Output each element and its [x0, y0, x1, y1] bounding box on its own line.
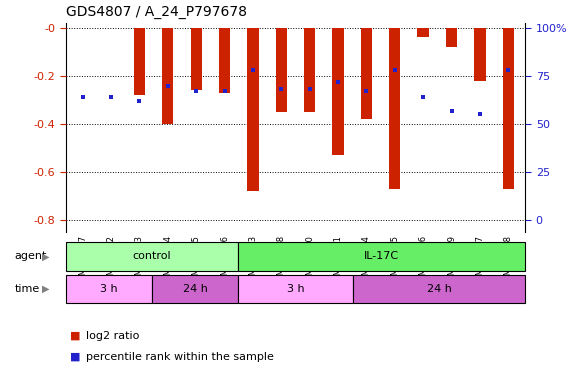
FancyBboxPatch shape — [353, 275, 525, 303]
Text: ▶: ▶ — [42, 284, 49, 294]
Bar — [276, 28, 287, 112]
Bar — [417, 28, 429, 38]
Text: IL-17C: IL-17C — [364, 251, 399, 262]
Text: GDS4807 / A_24_P797678: GDS4807 / A_24_P797678 — [66, 5, 247, 19]
Bar — [502, 28, 514, 189]
FancyBboxPatch shape — [238, 275, 353, 303]
Bar — [134, 28, 145, 95]
Bar — [304, 28, 315, 112]
Text: 24 h: 24 h — [427, 284, 452, 294]
Text: ■: ■ — [70, 331, 81, 341]
Text: agent: agent — [14, 251, 47, 262]
FancyBboxPatch shape — [66, 275, 152, 303]
Bar — [446, 28, 457, 47]
Bar — [247, 28, 259, 192]
Text: log2 ratio: log2 ratio — [86, 331, 139, 341]
Bar — [162, 28, 174, 124]
Bar — [361, 28, 372, 119]
Bar — [191, 28, 202, 90]
Text: 3 h: 3 h — [100, 284, 118, 294]
Text: ■: ■ — [70, 352, 81, 362]
Bar — [332, 28, 344, 156]
Text: time: time — [14, 284, 39, 294]
Text: percentile rank within the sample: percentile rank within the sample — [86, 352, 274, 362]
FancyBboxPatch shape — [66, 242, 238, 271]
FancyBboxPatch shape — [152, 275, 238, 303]
Bar — [475, 28, 485, 81]
Text: control: control — [132, 251, 171, 262]
Bar — [389, 28, 400, 189]
FancyBboxPatch shape — [238, 242, 525, 271]
Text: 3 h: 3 h — [287, 284, 304, 294]
Text: ▶: ▶ — [42, 251, 49, 262]
Text: 24 h: 24 h — [183, 284, 207, 294]
Bar — [219, 28, 230, 93]
